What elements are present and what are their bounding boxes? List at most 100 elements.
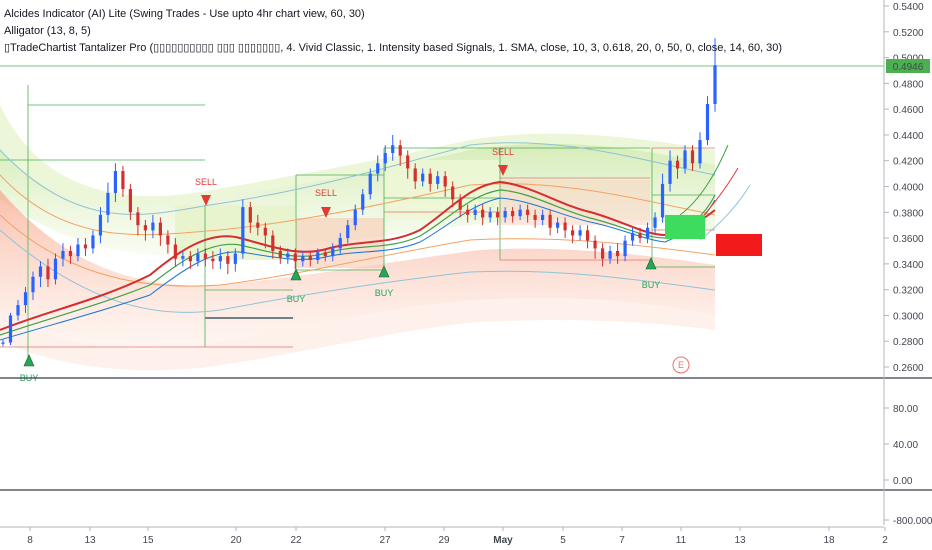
candle-body	[705, 103, 710, 141]
price-tick-label: 0.3400	[893, 260, 924, 271]
candle-body	[451, 186, 455, 200]
candle-body	[113, 171, 118, 193]
candle-body	[421, 173, 425, 182]
candle-body	[136, 212, 140, 226]
signal-sell-1-label: SELL	[195, 177, 217, 187]
candle-body	[571, 230, 575, 236]
candle-body	[256, 222, 260, 228]
envelope-lines	[0, 142, 716, 313]
candle-body	[98, 214, 103, 236]
candle-body	[376, 163, 380, 174]
candle-body	[323, 252, 327, 257]
candle-body	[443, 176, 447, 187]
time-tick-label: 8	[27, 535, 33, 546]
candle-body	[121, 171, 125, 190]
candle-body	[286, 253, 290, 258]
candle-body	[368, 173, 372, 195]
legend-alligator[interactable]: Alligator (13, 8, 5)	[4, 25, 91, 37]
oscillator-axis[interactable]: 80.00 40.00 0.00	[884, 404, 918, 487]
candle-body	[346, 225, 350, 239]
time-tick-label: 27	[379, 535, 391, 546]
signal-buy-1: BUY	[20, 354, 38, 383]
legend-tantalizer[interactable]: ▯TradeChartist Tantalizer Pro (▯▯▯▯▯▯▯▯▯…	[4, 42, 783, 54]
candle-body	[308, 256, 312, 260]
candle-body	[241, 207, 245, 254]
signal-buy-4: BUY	[642, 257, 660, 290]
candle-body	[713, 65, 717, 104]
candle-body	[83, 244, 88, 249]
candle-body	[76, 244, 80, 257]
candle-body	[338, 238, 342, 249]
candle-body	[143, 225, 147, 231]
candle-body	[428, 173, 432, 184]
candle-body	[301, 256, 305, 262]
candle-body	[278, 250, 282, 258]
trend-extension-green	[679, 144, 729, 216]
signal-sell-3-label: SELL	[492, 147, 514, 157]
candle-body	[511, 210, 515, 217]
candle-body	[541, 214, 545, 221]
candle-body	[488, 212, 492, 218]
red-cloud-band	[0, 190, 715, 371]
osc-tick-40: 40.00	[893, 440, 918, 451]
candle-body	[473, 209, 477, 215]
candle-body	[698, 140, 702, 164]
last-price-label: 0.4946	[886, 59, 930, 73]
price-tick-label: 0.3000	[893, 311, 924, 322]
buy-zone-box	[665, 215, 705, 239]
event-marker[interactable]: E	[672, 356, 690, 374]
candle-body	[226, 256, 230, 264]
time-axis[interactable]: 8 13 15 20 22 27 29 May 5 7 11 13 18 2	[27, 527, 888, 546]
sell-zone-box	[716, 234, 762, 256]
candle-body	[128, 189, 133, 213]
candle-body	[316, 252, 320, 260]
candle-body	[615, 250, 620, 257]
price-tick-label: 0.5200	[893, 28, 924, 39]
candle-body	[608, 250, 612, 259]
candle-body	[353, 209, 357, 226]
time-tick-label: 29	[438, 535, 450, 546]
legend-alcides[interactable]: Alcides Indicator (AI) Lite (Swing Trade…	[4, 8, 365, 20]
candle-body	[158, 222, 162, 236]
candle-body	[675, 160, 680, 169]
time-tick-label: 11	[676, 535, 687, 546]
candle-body	[518, 209, 522, 217]
candle-body	[398, 145, 402, 156]
vol-tick: -800.000	[893, 516, 932, 527]
price-tick-label: 0.2600	[893, 363, 924, 374]
candle-body	[31, 276, 35, 293]
candle-body	[233, 253, 237, 264]
candle-body	[16, 305, 20, 316]
candle-body	[196, 253, 200, 262]
candle-body	[653, 217, 657, 228]
candle-body	[46, 266, 50, 280]
candle-body	[211, 258, 215, 262]
candle-body	[106, 192, 110, 215]
signal-buy-2: BUY	[287, 268, 305, 304]
candle-body	[645, 227, 650, 239]
price-axis[interactable]: 0.54000.52000.50000.48000.46000.44000.42…	[884, 2, 924, 374]
candle-body	[585, 230, 590, 241]
candle-body	[496, 212, 500, 218]
candle-body	[8, 315, 13, 343]
candle-body	[361, 194, 365, 210]
candle-body	[53, 258, 58, 280]
candle-body	[263, 227, 267, 236]
time-tick-label: 22	[290, 535, 302, 546]
candle-body	[668, 160, 672, 184]
candle-body	[533, 214, 537, 221]
signal-sell-1: SELL	[195, 177, 217, 206]
candle-body	[218, 256, 222, 262]
candle-body	[593, 240, 597, 249]
candle-body	[413, 168, 417, 182]
volume-axis[interactable]: -800.000	[884, 516, 932, 527]
candle-body	[1, 342, 5, 344]
candle-body	[466, 209, 470, 215]
candle-body	[173, 244, 177, 259]
candle-body	[61, 250, 65, 259]
price-tick-label: 0.4800	[893, 79, 924, 90]
osc-tick-0: 0.00	[893, 476, 913, 487]
candle-body	[690, 150, 695, 164]
last-price-value: 0.4946	[893, 62, 924, 73]
